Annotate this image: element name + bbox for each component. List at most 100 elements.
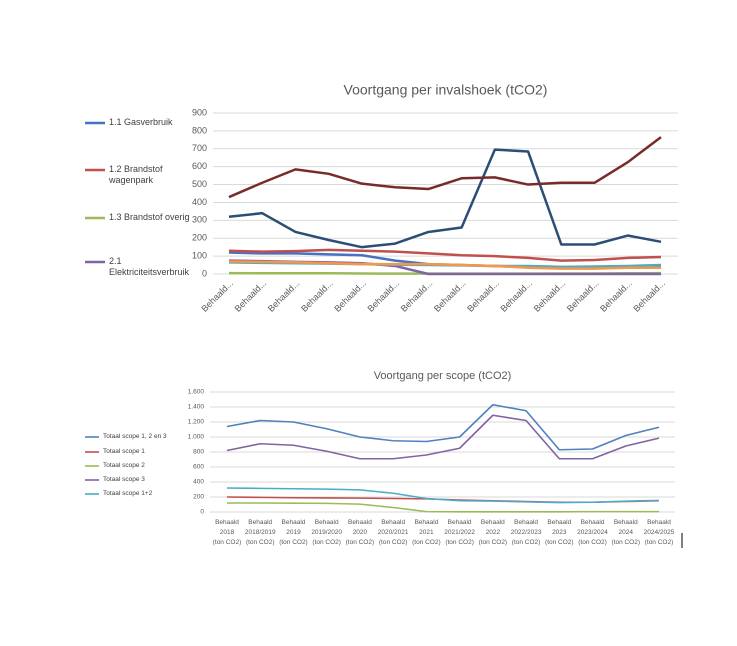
y-tick-label: 800 (193, 449, 204, 456)
x-tick-line: 2022 (486, 529, 501, 536)
y-tick-label: 1.200 (188, 419, 205, 426)
y-tick-label: 900 (192, 107, 207, 117)
x-tick-line: (ton CO2) (578, 539, 607, 546)
x-tick-label: Behaald... (631, 278, 667, 314)
legend-label: 1.3 Brandstof overig (109, 212, 190, 222)
series-line (228, 136, 662, 199)
x-tick-line: 2022/2023 (511, 529, 542, 536)
y-tick-label: 800 (192, 125, 207, 135)
x-tick-label: Behaald 2022 (ton CO2) (479, 519, 508, 546)
legend-label: Totaal scope 1+2 (103, 489, 153, 497)
y-tick-label: 400 (192, 197, 207, 207)
x-tick-line: Behaald (315, 519, 339, 526)
y-tick-label: 1.000 (188, 434, 205, 441)
x-tick-line: (ton CO2) (246, 539, 275, 546)
y-tick-label: 100 (192, 250, 207, 260)
legend-label: 1.1 Gasverbruik (109, 117, 173, 127)
legend-label: Totaal scope 1 (103, 447, 145, 455)
x-tick-label: Behaald... (399, 278, 435, 314)
x-tick-label: Behaald 2022/2023 (ton CO2) (511, 519, 542, 546)
y-tick-label: 1.400 (188, 404, 205, 411)
x-tick-label: Behaald... (366, 278, 402, 314)
y-tick-label: 700 (192, 143, 207, 153)
x-tick-label: Behaald... (266, 278, 302, 314)
x-tick-line: (ton CO2) (412, 539, 441, 546)
legend-label: 2.1 Elektriciteitsverbruik (109, 256, 190, 277)
x-tick-label: Behaald... (532, 278, 568, 314)
x-tick-line: Behaald (248, 519, 272, 526)
x-tick-label: Behaald... (432, 278, 468, 314)
x-tick-line: Behaald (348, 519, 372, 526)
x-tick-line: Behaald (414, 519, 438, 526)
x-tick-line: (ton CO2) (545, 539, 574, 546)
y-tick-label: 200 (192, 233, 207, 243)
x-tick-label: Behaald 2023 (ton CO2) (545, 519, 574, 546)
x-tick-label: Behaald 2020 (ton CO2) (346, 519, 375, 546)
x-tick-line: Behaald (215, 519, 239, 526)
x-tick-label: Behaald 2018/2019 (ton CO2) (245, 519, 276, 546)
y-tick-label: 0 (202, 268, 207, 278)
chart-title: Voortgang per scope (tCO2) (374, 370, 512, 382)
x-tick-line: 2023/2024 (577, 529, 608, 536)
x-tick-label: Behaald... (598, 278, 634, 314)
x-tick-label: Behaald... (465, 278, 501, 314)
x-tick-line: Behaald (381, 519, 405, 526)
x-tick-line: (ton CO2) (346, 539, 375, 546)
x-tick-line: Behaald (547, 519, 571, 526)
x-tick-line: 2024 (619, 529, 634, 536)
y-tick-label: 500 (192, 179, 207, 189)
x-tick-line: 2018/2019 (245, 529, 276, 536)
chart-title: Voortgang per invalshoek (tCO2) (344, 82, 548, 98)
legend-label: Totaal scope 1, 2 en 3 (103, 432, 167, 440)
x-tick-line: (ton CO2) (445, 539, 474, 546)
x-tick-label: Behaald... (233, 278, 269, 314)
series-line (226, 414, 660, 460)
x-tick-label: Behaald 2019/2020 (ton CO2) (311, 519, 342, 546)
x-tick-line: Behaald (581, 519, 605, 526)
series-line (226, 487, 660, 504)
x-tick-line: 2021 (419, 529, 434, 536)
y-tick-label: 300 (192, 215, 207, 225)
x-tick-line: 2019 (286, 529, 301, 536)
x-tick-label: Behaald 2019 (ton CO2) (279, 519, 308, 546)
x-tick-line: 2024/2025 (644, 529, 675, 536)
y-tick-label: 600 (192, 161, 207, 171)
legend-label: Totaal scope 3 (103, 475, 145, 483)
x-tick-line: Behaald (514, 519, 538, 526)
x-tick-line: 2020/2021 (378, 529, 409, 536)
y-tick-label: 200 (193, 494, 204, 501)
x-tick-line: (ton CO2) (479, 539, 508, 546)
x-tick-line: 2018 (220, 529, 235, 536)
y-tick-label: 0 (200, 509, 204, 516)
series-line (227, 502, 659, 513)
x-tick-label: Behaald 2020/2021 (ton CO2) (378, 519, 409, 546)
series-line (226, 403, 660, 451)
x-tick-line: (ton CO2) (312, 539, 341, 546)
x-tick-line: (ton CO2) (645, 539, 674, 546)
series-line (228, 148, 662, 249)
y-tick-label: 600 (193, 464, 204, 471)
x-tick-label: Behaald 2021 (ton CO2) (412, 519, 441, 546)
x-tick-line: (ton CO2) (279, 539, 308, 546)
y-tick-label: 400 (193, 479, 204, 486)
x-tick-label: Behaald... (565, 278, 601, 314)
x-tick-line: Behaald (647, 519, 671, 526)
legend-label: Totaal scope 2 (103, 461, 145, 469)
x-tick-line: 2020 (353, 529, 368, 536)
x-tick-label: Behaald... (332, 278, 368, 314)
x-tick-label: Behaald... (299, 278, 335, 314)
x-tick-label: Behaald 2024 (ton CO2) (611, 519, 640, 546)
legend-label: 1.2 Brandstof wagenpark (109, 164, 163, 185)
x-tick-label: Behaald 2021/2022 (ton CO2) (444, 519, 475, 546)
x-tick-line: (ton CO2) (611, 539, 640, 546)
series-line (228, 260, 661, 270)
x-tick-line: (ton CO2) (379, 539, 408, 546)
x-tick-line: (ton CO2) (213, 539, 242, 546)
x-tick-label: Behaald 2023/2024 (ton CO2) (577, 519, 608, 546)
x-tick-label: Behaald 2018 (ton CO2) (213, 519, 242, 546)
x-tick-line: Behaald (614, 519, 638, 526)
series-line (228, 248, 662, 262)
x-tick-line: 2021/2022 (444, 529, 475, 536)
x-tick-label: Behaald... (199, 278, 235, 314)
